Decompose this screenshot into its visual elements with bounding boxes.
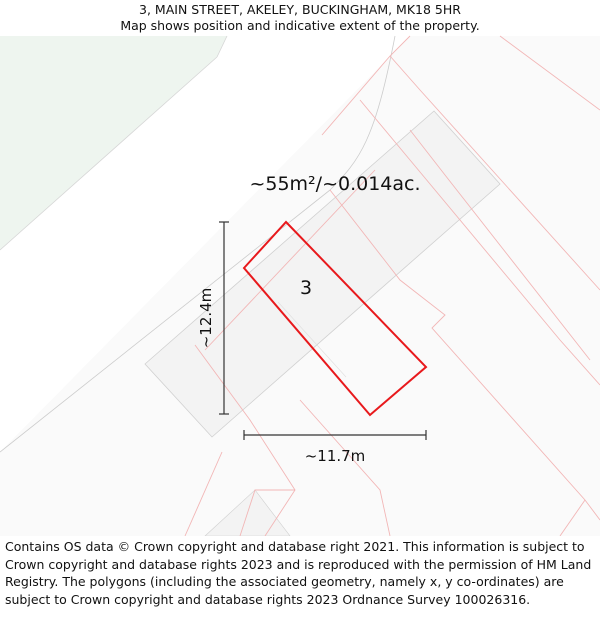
property-address: 3, MAIN STREET, AKELEY, BUCKINGHAM, MK18… (139, 2, 461, 17)
parcel-boundaries (184, 35, 600, 537)
green-area (0, 36, 227, 250)
width-measure-label: ~11.7m (305, 447, 366, 465)
building-terrace (144, 110, 501, 438)
height-measure-label: ~12.4m (197, 288, 215, 349)
map-header: 3, MAIN STREET, AKELEY, BUCKINGHAM, MK18… (0, 0, 600, 38)
area-label: ~55m²/~0.014ac. (249, 173, 420, 195)
height-measure-line (219, 221, 229, 415)
road (0, 36, 410, 452)
map-subtitle: Map shows position and indicative extent… (120, 18, 480, 33)
property-boundary[interactable] (242, 220, 428, 417)
width-measure-line (243, 430, 427, 440)
plot-number: 3 (300, 277, 312, 299)
copyright-notice: Contains OS data © Crown copyright and d… (5, 539, 592, 607)
